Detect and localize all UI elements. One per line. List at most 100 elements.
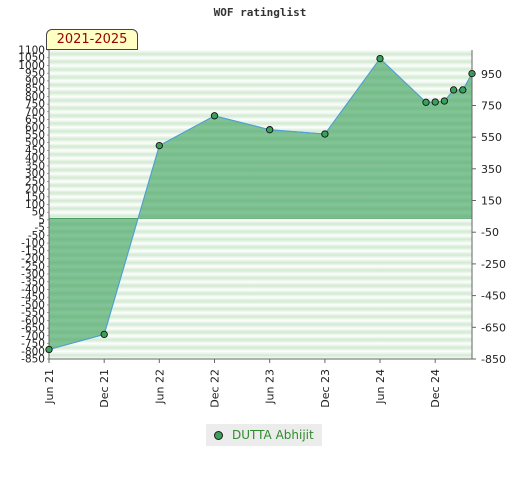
y-tick-label-left: 400 xyxy=(25,153,45,165)
grid-band xyxy=(49,73,472,82)
y-tick-label-left: -600 xyxy=(21,315,45,327)
y-tick-label-left: 250 xyxy=(25,176,45,188)
x-tick-label: Dec 21 xyxy=(98,369,111,408)
data-point xyxy=(321,130,329,138)
y-tick-label-left: -450 xyxy=(21,292,45,304)
grid-band xyxy=(49,312,472,321)
y-tick-label-left: -100 xyxy=(21,238,45,250)
legend[interactable]: DUTTA Abhijit xyxy=(206,424,322,446)
grid-band xyxy=(49,57,472,66)
y-tick-label-left: -5 xyxy=(35,222,45,234)
y-tick-label-left: -300 xyxy=(21,269,45,281)
grid-band xyxy=(49,119,472,128)
y-tick-label-left: -500 xyxy=(21,299,45,311)
x-tick-label: Dec 23 xyxy=(319,369,332,408)
grid-band xyxy=(49,111,472,120)
y-tick-label-left: 1050 xyxy=(18,52,45,64)
y-tick-label-left: -50 xyxy=(28,230,45,242)
y-tick-label-left: 950 xyxy=(25,68,45,80)
y-tick-label-left: 800 xyxy=(25,91,45,103)
x-tick-label: Jun 21 xyxy=(43,369,56,405)
data-point xyxy=(100,330,108,339)
grid-band xyxy=(49,88,472,97)
grid-band xyxy=(49,335,472,344)
y-tick-label-left: 550 xyxy=(25,130,45,142)
x-tick-label: Jun 23 xyxy=(264,369,277,405)
y-tick-label-left: 900 xyxy=(25,75,45,87)
y-tick-label-left: 450 xyxy=(25,145,45,157)
y-tick-label-left: 1100 xyxy=(18,45,45,57)
grid-band xyxy=(49,65,472,74)
y-tick-label-left: 600 xyxy=(25,122,45,134)
grid-band xyxy=(49,235,472,244)
chart-title: WOF ratinglist xyxy=(213,6,307,19)
data-point xyxy=(266,126,274,134)
y-tick-label-left: -700 xyxy=(21,330,45,342)
y-tick-label-left: -850 xyxy=(21,354,45,366)
y-tick-label-left: 1000 xyxy=(18,60,45,72)
data-point xyxy=(449,86,458,94)
y-tick-label-left: -650 xyxy=(21,323,45,335)
y-tick-label-right: -650 xyxy=(481,321,506,334)
y-tick-label-right: 550 xyxy=(481,131,502,144)
data-point xyxy=(459,86,467,94)
legend-marker xyxy=(214,430,223,440)
y-tick-label-right: 750 xyxy=(481,100,502,113)
y-tick-label-left: 850 xyxy=(25,83,45,95)
grid-band xyxy=(49,243,472,252)
grid-band xyxy=(49,50,472,59)
y-tick-label-left: 150 xyxy=(25,191,45,203)
x-tick-label: Dec 24 xyxy=(429,369,442,408)
date-range-badge: 2021-2025 xyxy=(46,29,138,50)
y-tick-label-right: 150 xyxy=(481,195,502,208)
data-point xyxy=(45,345,53,354)
data-point xyxy=(376,54,384,63)
y-tick-label-left: 650 xyxy=(25,114,45,126)
data-point xyxy=(210,112,219,120)
y-tick-label-left: 350 xyxy=(25,160,45,172)
grid-band xyxy=(49,320,472,329)
y-tick-label-left: -200 xyxy=(21,253,45,265)
data-point xyxy=(440,97,449,105)
grid-band xyxy=(49,351,472,360)
data-point xyxy=(155,141,163,150)
y-tick-label-left: 50 xyxy=(32,207,45,219)
grid-band xyxy=(49,104,472,113)
y-tick-label-left: -150 xyxy=(21,245,45,257)
y-tick-label-left: -400 xyxy=(21,284,45,296)
grid-band xyxy=(49,328,472,337)
y-tick-label-left: -250 xyxy=(21,261,45,273)
x-tick-label: Jun 22 xyxy=(153,369,166,405)
x-tick-label: Dec 22 xyxy=(209,369,222,408)
y-tick-label-right: 350 xyxy=(481,163,502,176)
grid-band xyxy=(49,274,472,283)
y-tick-label-left: 200 xyxy=(25,184,45,196)
grid-band xyxy=(49,80,472,89)
grid-band xyxy=(49,250,472,259)
grid-band xyxy=(49,281,472,290)
y-tick-label-right: -850 xyxy=(481,353,506,366)
grid-band xyxy=(49,289,472,298)
y-tick-label-left: -750 xyxy=(21,338,45,350)
y-tick-label-left: 100 xyxy=(25,199,45,211)
y-tick-label-right: 950 xyxy=(481,68,502,81)
y-tick-label-left: 500 xyxy=(25,137,45,149)
y-tick-label-right: -450 xyxy=(481,290,506,303)
grid-band xyxy=(49,227,472,236)
legend-label: DUTTA Abhijit xyxy=(232,428,314,442)
y-tick-label-right: -250 xyxy=(481,258,506,271)
grid-band xyxy=(49,266,472,275)
grid-band xyxy=(49,343,472,352)
x-tick-label: Jun 24 xyxy=(374,369,387,405)
data-point xyxy=(431,98,439,106)
grid-band xyxy=(49,304,472,313)
data-point xyxy=(422,98,430,106)
y-tick-label-left: -550 xyxy=(21,307,45,319)
grid-band xyxy=(49,219,472,228)
y-tick-label-left: -350 xyxy=(21,276,45,288)
y-tick-label-left: 750 xyxy=(25,99,45,111)
y-tick-label-left: 700 xyxy=(25,106,45,118)
y-tick-label-left: 5 xyxy=(38,214,45,226)
y-tick-label-left: 300 xyxy=(25,168,45,180)
